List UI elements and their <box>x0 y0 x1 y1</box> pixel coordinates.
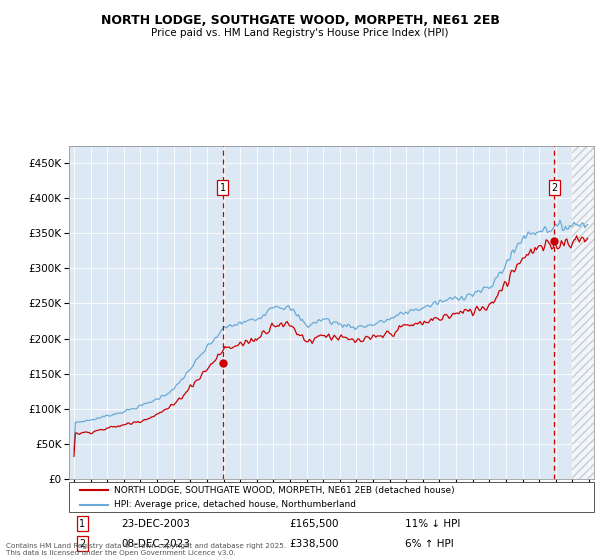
Text: HPI: Average price, detached house, Northumberland: HPI: Average price, detached house, Nort… <box>113 500 356 509</box>
Text: Price paid vs. HM Land Registry's House Price Index (HPI): Price paid vs. HM Land Registry's House … <box>151 28 449 38</box>
Text: 2: 2 <box>79 539 85 549</box>
Text: £165,500: £165,500 <box>290 519 339 529</box>
Text: 23-DEC-2003: 23-DEC-2003 <box>121 519 190 529</box>
Text: 1: 1 <box>79 519 85 529</box>
Text: 2: 2 <box>551 183 557 193</box>
Polygon shape <box>572 146 594 479</box>
Text: NORTH LODGE, SOUTHGATE WOOD, MORPETH, NE61 2EB: NORTH LODGE, SOUTHGATE WOOD, MORPETH, NE… <box>101 14 499 27</box>
Text: 6% ↑ HPI: 6% ↑ HPI <box>405 539 454 549</box>
Text: NORTH LODGE, SOUTHGATE WOOD, MORPETH, NE61 2EB (detached house): NORTH LODGE, SOUTHGATE WOOD, MORPETH, NE… <box>113 486 454 494</box>
Text: 11% ↓ HPI: 11% ↓ HPI <box>405 519 460 529</box>
FancyBboxPatch shape <box>69 482 594 512</box>
Text: £338,500: £338,500 <box>290 539 339 549</box>
Text: 1: 1 <box>220 183 226 193</box>
Text: 08-DEC-2023: 08-DEC-2023 <box>121 539 190 549</box>
Text: Contains HM Land Registry data © Crown copyright and database right 2025.
This d: Contains HM Land Registry data © Crown c… <box>6 542 286 556</box>
